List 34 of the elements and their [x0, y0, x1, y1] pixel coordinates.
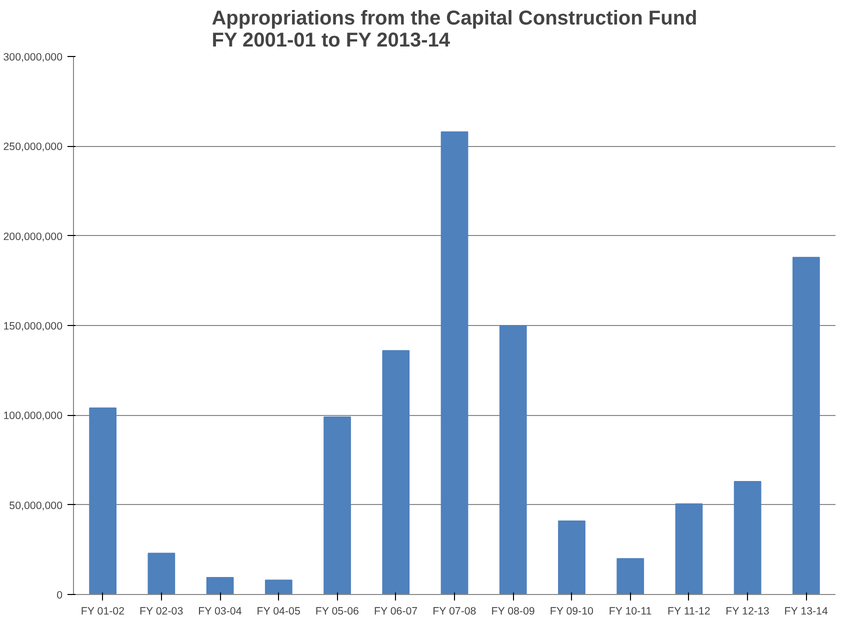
x-tick-label: FY 09-10: [550, 606, 594, 618]
x-tick-label: FY 13-14: [784, 606, 828, 618]
bar: [792, 256, 820, 594]
bar: [558, 520, 586, 594]
bar: [206, 576, 234, 594]
bar: [382, 350, 410, 594]
bar: [675, 503, 703, 594]
chart-title: Appropriations from the Capital Construction Fund FY 2001-01 to FY 2013-14: [212, 8, 698, 52]
y-tick-label: 0: [56, 590, 63, 602]
x-tick-label: FY 02-03: [140, 606, 184, 618]
x-tick-label: FY 12-13: [726, 606, 770, 618]
x-tick-label: FY 01-02: [80, 606, 125, 618]
bar: [734, 481, 762, 594]
y-tick-label: 50,000,000: [9, 500, 63, 512]
bar: [89, 407, 116, 594]
x-tick-label: FY 11-12: [667, 606, 710, 618]
bar: [148, 552, 176, 594]
x-tick-label: FY 04-05: [256, 606, 300, 618]
x-tick-label: FY 03-04: [198, 606, 242, 618]
bar: [499, 325, 527, 594]
x-tick-label: FY 10-11: [608, 606, 652, 618]
y-tick-label: 300,000,000: [3, 52, 63, 64]
x-tick-label: FY 08-09: [491, 606, 535, 618]
bar: [324, 416, 351, 594]
y-tick-label: 150,000,000: [3, 320, 63, 332]
y-tick-label: 200,000,000: [3, 230, 63, 243]
x-tick-label: FY 07-08: [432, 606, 476, 618]
y-tick-label: 100,000,000: [3, 410, 63, 422]
bar: [264, 580, 292, 594]
y-tick-label: 250,000,000: [3, 141, 63, 154]
bar: [440, 131, 468, 594]
x-tick-label: FY 06-07: [374, 606, 418, 618]
bar: [616, 558, 644, 594]
x-tick-label: FY 05-06: [315, 606, 360, 618]
